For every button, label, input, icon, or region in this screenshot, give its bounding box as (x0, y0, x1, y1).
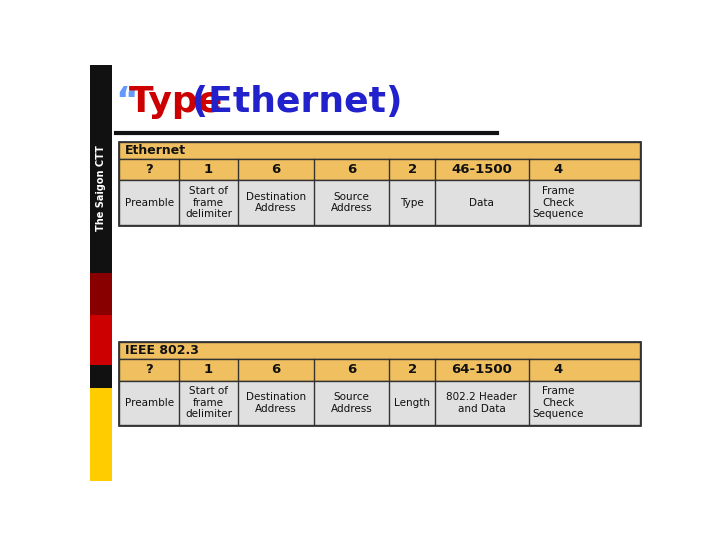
Text: 2: 2 (408, 363, 417, 376)
Text: Start of
frame
delimiter: Start of frame delimiter (185, 386, 232, 420)
Text: 64-1500: 64-1500 (451, 363, 513, 376)
Text: IEEE 802.3: IEEE 802.3 (125, 344, 199, 357)
Text: Destination
Address: Destination Address (246, 192, 306, 213)
Bar (90, 65, 112, 481)
Bar (120, 381, 640, 425)
Text: Preamble: Preamble (125, 398, 174, 408)
Text: 6: 6 (271, 363, 281, 376)
Bar (120, 159, 640, 180)
Text: (Ethernet): (Ethernet) (179, 85, 402, 119)
Text: Type: Type (129, 85, 223, 119)
Text: Frame
Check
Sequence: Frame Check Sequence (533, 386, 584, 420)
Text: Ethernet: Ethernet (125, 144, 186, 157)
Text: ?: ? (145, 163, 153, 176)
Bar (120, 342, 640, 359)
Bar (120, 142, 640, 225)
Text: 2: 2 (408, 163, 417, 176)
Text: Length: Length (394, 398, 430, 408)
Text: Source
Address: Source Address (330, 192, 372, 213)
Text: 4: 4 (554, 363, 563, 376)
Bar (120, 342, 640, 425)
Bar (90, 315, 112, 365)
Text: 6: 6 (347, 163, 356, 176)
Text: 6: 6 (271, 163, 281, 176)
Text: 1: 1 (204, 363, 213, 376)
Text: 802.2 Header
and Data: 802.2 Header and Data (446, 392, 518, 414)
Bar (90, 388, 112, 481)
Text: “: “ (116, 85, 140, 119)
Text: 46-1500: 46-1500 (451, 163, 513, 176)
Bar (90, 273, 112, 315)
Text: Source
Address: Source Address (330, 392, 372, 414)
Text: Preamble: Preamble (125, 198, 174, 207)
Text: Destination
Address: Destination Address (246, 392, 306, 414)
Text: ?: ? (145, 363, 153, 376)
Text: The Saigon CTT: The Saigon CTT (96, 145, 106, 231)
Text: 6: 6 (347, 363, 356, 376)
Text: Type: Type (400, 198, 424, 207)
Text: 4: 4 (554, 163, 563, 176)
Text: 1: 1 (204, 163, 213, 176)
Text: Start of
frame
delimiter: Start of frame delimiter (185, 186, 232, 219)
Bar (120, 359, 640, 381)
Text: Frame
Check
Sequence: Frame Check Sequence (533, 186, 584, 219)
Bar (120, 142, 640, 159)
Bar (120, 180, 640, 225)
Text: Data: Data (469, 198, 495, 207)
